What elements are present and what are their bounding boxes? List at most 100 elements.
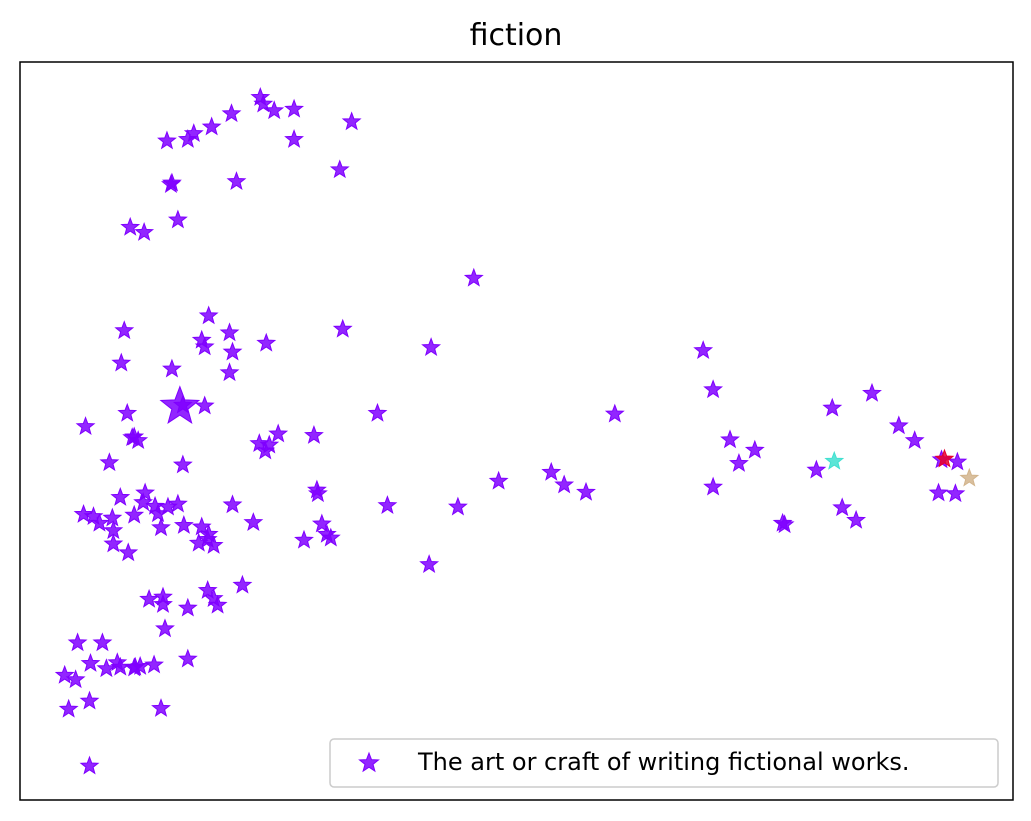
data-point <box>161 174 181 193</box>
data-point <box>341 111 362 131</box>
data-point <box>729 453 749 472</box>
data-point <box>89 512 110 532</box>
data-point <box>307 483 328 503</box>
data-point <box>65 669 86 689</box>
legend-marker <box>358 751 380 773</box>
data-point <box>320 527 341 547</box>
data-point <box>947 451 968 471</box>
data-point <box>188 532 209 552</box>
data-point <box>693 340 714 359</box>
data-point <box>329 159 350 179</box>
data-point <box>177 129 198 148</box>
data-point <box>256 332 277 352</box>
data-point <box>268 423 289 443</box>
data-point <box>421 337 442 357</box>
data-point <box>488 470 509 490</box>
data-point <box>167 493 188 513</box>
data-point <box>155 618 175 638</box>
data-point <box>720 429 740 449</box>
data-point <box>167 209 188 229</box>
data-point <box>139 588 160 608</box>
data-point <box>703 379 724 399</box>
data-point <box>201 116 222 136</box>
data-point <box>157 130 177 150</box>
data-point <box>554 474 575 494</box>
data-point <box>744 439 765 459</box>
data-point <box>806 459 827 479</box>
data-point <box>134 222 155 241</box>
legend-star-marker <box>358 751 380 773</box>
data-point <box>576 481 596 501</box>
data-point <box>67 632 88 652</box>
data-point <box>447 496 468 516</box>
data-point <box>945 483 966 503</box>
data-point <box>92 632 113 652</box>
data-point <box>124 657 145 677</box>
data-point <box>832 497 853 517</box>
data-point <box>367 402 388 422</box>
data-point <box>194 395 215 415</box>
data-point <box>703 476 724 496</box>
data-point <box>846 509 867 529</box>
data-point <box>284 98 304 118</box>
data-point <box>219 362 240 382</box>
data-point <box>774 514 795 534</box>
points-layer <box>54 86 980 775</box>
legend-box <box>329 738 999 788</box>
data-point <box>54 664 75 684</box>
data-point <box>96 658 117 678</box>
data-point <box>604 403 625 423</box>
data-point <box>133 492 154 512</box>
data-point <box>222 494 243 514</box>
data-point <box>888 415 909 435</box>
data-point <box>80 653 101 672</box>
data-point <box>419 554 440 574</box>
highlight-point <box>959 467 980 487</box>
legend-label: The art or craft of writing fictional wo… <box>417 748 909 776</box>
data-point <box>103 533 124 553</box>
highlight-point <box>934 448 955 468</box>
data-point <box>222 341 243 361</box>
data-point <box>862 382 882 402</box>
data-point <box>153 594 173 613</box>
data-point <box>203 534 224 554</box>
data-point <box>332 318 353 338</box>
data-point <box>73 503 94 523</box>
data-point <box>79 755 100 775</box>
data-point <box>144 654 164 674</box>
data-point <box>928 482 949 502</box>
data-point <box>118 542 139 562</box>
highlight-point <box>824 450 845 470</box>
data-point <box>110 486 131 506</box>
data-point <box>226 171 247 190</box>
data-point <box>172 454 193 474</box>
data-point <box>124 504 145 524</box>
data-point <box>264 100 285 120</box>
legend: The art or craft of writing fictional wo… <box>329 738 999 788</box>
data-point <box>207 594 228 614</box>
data-point <box>194 336 215 356</box>
data-point <box>114 320 135 340</box>
large-data-point <box>159 385 201 424</box>
data-point <box>120 216 141 236</box>
data-point <box>249 433 270 452</box>
data-point <box>151 698 171 717</box>
data-point <box>463 267 484 287</box>
data-point <box>311 513 332 533</box>
data-point <box>145 495 165 515</box>
data-point <box>294 529 314 549</box>
data-point <box>124 426 145 446</box>
data-point <box>304 425 324 444</box>
data-point <box>135 482 156 502</box>
data-point <box>541 461 562 481</box>
data-point <box>177 597 198 617</box>
data-point <box>377 495 398 514</box>
data-point <box>117 402 138 422</box>
data-point <box>58 698 79 718</box>
data-point <box>162 358 182 378</box>
data-point <box>151 517 171 537</box>
data-point <box>79 690 100 710</box>
data-point <box>177 648 198 668</box>
data-point <box>75 416 96 436</box>
data-point <box>219 322 240 342</box>
